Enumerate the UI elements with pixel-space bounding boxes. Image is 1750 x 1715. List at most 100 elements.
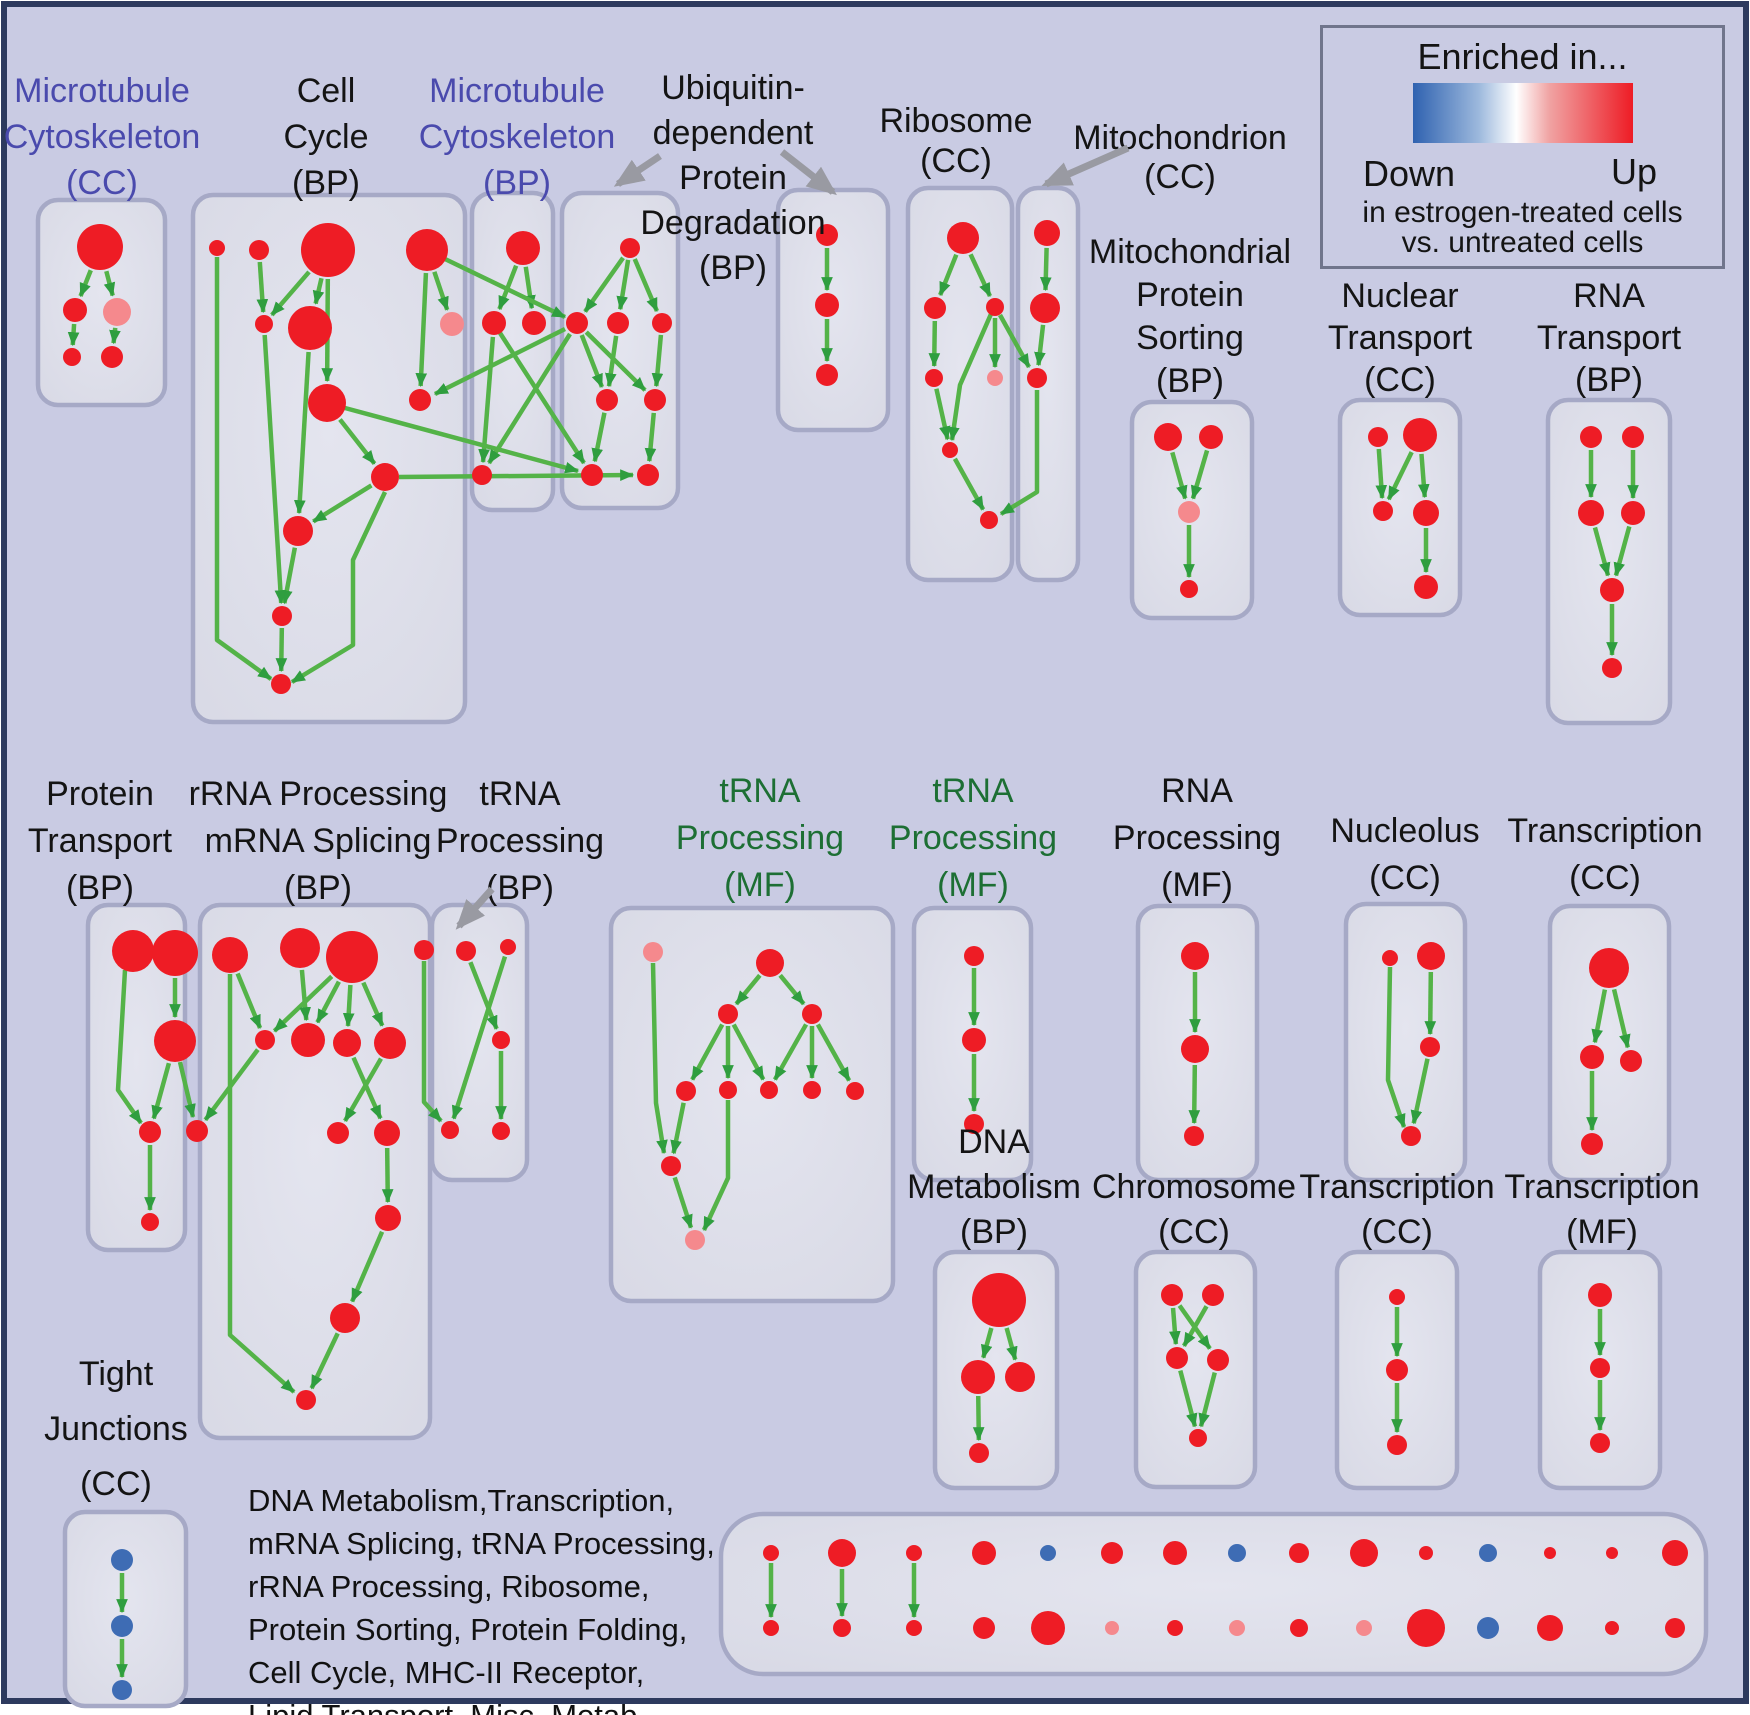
go-term-node xyxy=(375,1205,401,1231)
edge xyxy=(591,412,607,463)
edge xyxy=(690,1023,725,1081)
go-term-node xyxy=(492,1031,510,1049)
misc-note-line: rRNA Processing, Ribosome, xyxy=(248,1569,650,1604)
edge xyxy=(315,980,341,1024)
go-term-node xyxy=(212,937,248,973)
edge xyxy=(1188,1064,1201,1125)
edge xyxy=(227,974,296,1394)
go-term-node xyxy=(760,1081,778,1099)
go-term-node xyxy=(566,312,588,334)
cluster-label-ubiquitin-1: (BP) xyxy=(699,249,767,287)
go-term-node xyxy=(1161,1284,1183,1306)
cluster-label-transcription-mf: (MF) xyxy=(1566,1213,1638,1251)
cluster-label-rna-processing-mf: RNA xyxy=(1161,772,1233,810)
cluster-box-misc-collection xyxy=(718,1511,1709,1677)
edge xyxy=(928,320,941,368)
cluster-label-mito-protein-sorting: Mitochondrial xyxy=(1089,233,1291,271)
edge xyxy=(583,256,625,313)
go-term-node xyxy=(719,1081,737,1099)
go-term-node xyxy=(1588,1283,1612,1307)
go-term-node xyxy=(186,1120,208,1142)
go-term-node xyxy=(101,346,123,368)
legend-context-line1: in estrogen-treated cells xyxy=(1362,196,1683,229)
edge xyxy=(350,1230,385,1303)
cluster-label-rna-transport: RNA xyxy=(1573,277,1645,315)
go-term-node xyxy=(906,1620,922,1636)
go-term-node xyxy=(1228,1544,1246,1562)
go-term-node xyxy=(947,222,979,254)
cluster-label-mito-protein-sorting: (BP) xyxy=(1156,362,1224,400)
cluster-label-trna-processing-mf-1: (MF) xyxy=(724,866,796,904)
edge xyxy=(312,483,373,524)
edge xyxy=(1424,971,1437,1036)
go-term-node xyxy=(1202,1284,1224,1306)
go-term-node xyxy=(1590,1358,1610,1378)
cluster-label-dna-metabolism: Metabolism xyxy=(907,1168,1081,1206)
go-term-node xyxy=(522,311,546,335)
cluster-label-cell-cycle: Cycle xyxy=(283,118,368,156)
cluster-box-mitochondrion xyxy=(1015,185,1081,583)
go-term-node xyxy=(291,1023,325,1057)
go-term-node xyxy=(326,931,378,983)
edge xyxy=(815,1023,852,1082)
go-term-node xyxy=(846,1082,864,1100)
go-term-node xyxy=(763,1545,779,1561)
edge xyxy=(103,270,116,297)
cluster-box-transcription-cc-mid xyxy=(1547,903,1672,1183)
cluster-label-trna-processing-mf-1: tRNA xyxy=(719,772,801,810)
cluster-label-trna-processing-mf-2: (MF) xyxy=(937,866,1009,904)
go-term-node xyxy=(1207,1349,1229,1371)
edge xyxy=(1198,1372,1217,1428)
cluster-label-ubiquitin-1: dependent xyxy=(653,114,814,152)
misc-note-line: mRNA Splicing, tRNA Processing, xyxy=(248,1526,715,1561)
go-term-node xyxy=(374,1120,400,1146)
cluster-box-nucleolus xyxy=(1343,901,1468,1183)
go-term-node xyxy=(1580,1045,1604,1069)
go-term-node xyxy=(1005,1362,1035,1392)
edge xyxy=(67,323,80,347)
go-term-node xyxy=(271,674,291,694)
edge xyxy=(1169,1307,1181,1346)
edge xyxy=(1613,525,1632,577)
misc-note-line: DNA Metabolism,Transcription, xyxy=(248,1483,675,1518)
cluster-label-microtubule-cc: Cytoskeleton xyxy=(4,118,201,156)
cluster-box-dna-metabolism xyxy=(932,1249,1060,1491)
go-term-node xyxy=(1184,1126,1204,1146)
go-term-node xyxy=(330,1303,360,1333)
cross-cluster-edge xyxy=(998,313,1031,369)
go-term-node xyxy=(962,1028,986,1052)
cluster-box-rna-transport xyxy=(1545,397,1673,726)
go-term-node xyxy=(987,370,1003,386)
cluster-label-tight-junctions: (CC) xyxy=(80,1465,152,1503)
cluster-label-ribosome: Ribosome xyxy=(879,102,1032,140)
edge xyxy=(672,1176,694,1229)
cluster-label-rrna-mrna: mRNA Splicing xyxy=(205,822,432,860)
cluster-label-trna-processing-bp: tRNA xyxy=(479,775,561,813)
go-term-node xyxy=(815,293,839,317)
edge xyxy=(361,981,385,1027)
go-term-node xyxy=(644,389,666,411)
cluster-box-rrna-mrna xyxy=(197,902,433,1441)
edge xyxy=(972,1395,985,1442)
edge xyxy=(381,1147,394,1204)
go-term-node xyxy=(816,224,838,246)
cluster-label-trna-processing-bp: (BP) xyxy=(486,869,554,907)
go-term-node xyxy=(1031,1611,1065,1645)
edge xyxy=(1591,989,1608,1044)
go-term-node xyxy=(581,464,603,486)
go-term-node xyxy=(77,224,123,270)
go-term-node xyxy=(249,240,269,260)
cross-cluster-edge xyxy=(444,256,567,320)
edge xyxy=(290,491,388,684)
go-term-node xyxy=(718,1004,738,1024)
edge xyxy=(651,334,664,388)
go-term-node xyxy=(1290,1619,1308,1637)
go-term-node xyxy=(506,231,540,265)
edge xyxy=(115,969,143,1125)
edge xyxy=(1386,451,1414,501)
cluster-label-mito-protein-sorting: Protein xyxy=(1136,276,1244,314)
cluster-label-rna-processing-mf: (MF) xyxy=(1161,866,1233,904)
misc-categories-note: DNA Metabolism,Transcription, mRNA Splic… xyxy=(248,1479,768,1715)
